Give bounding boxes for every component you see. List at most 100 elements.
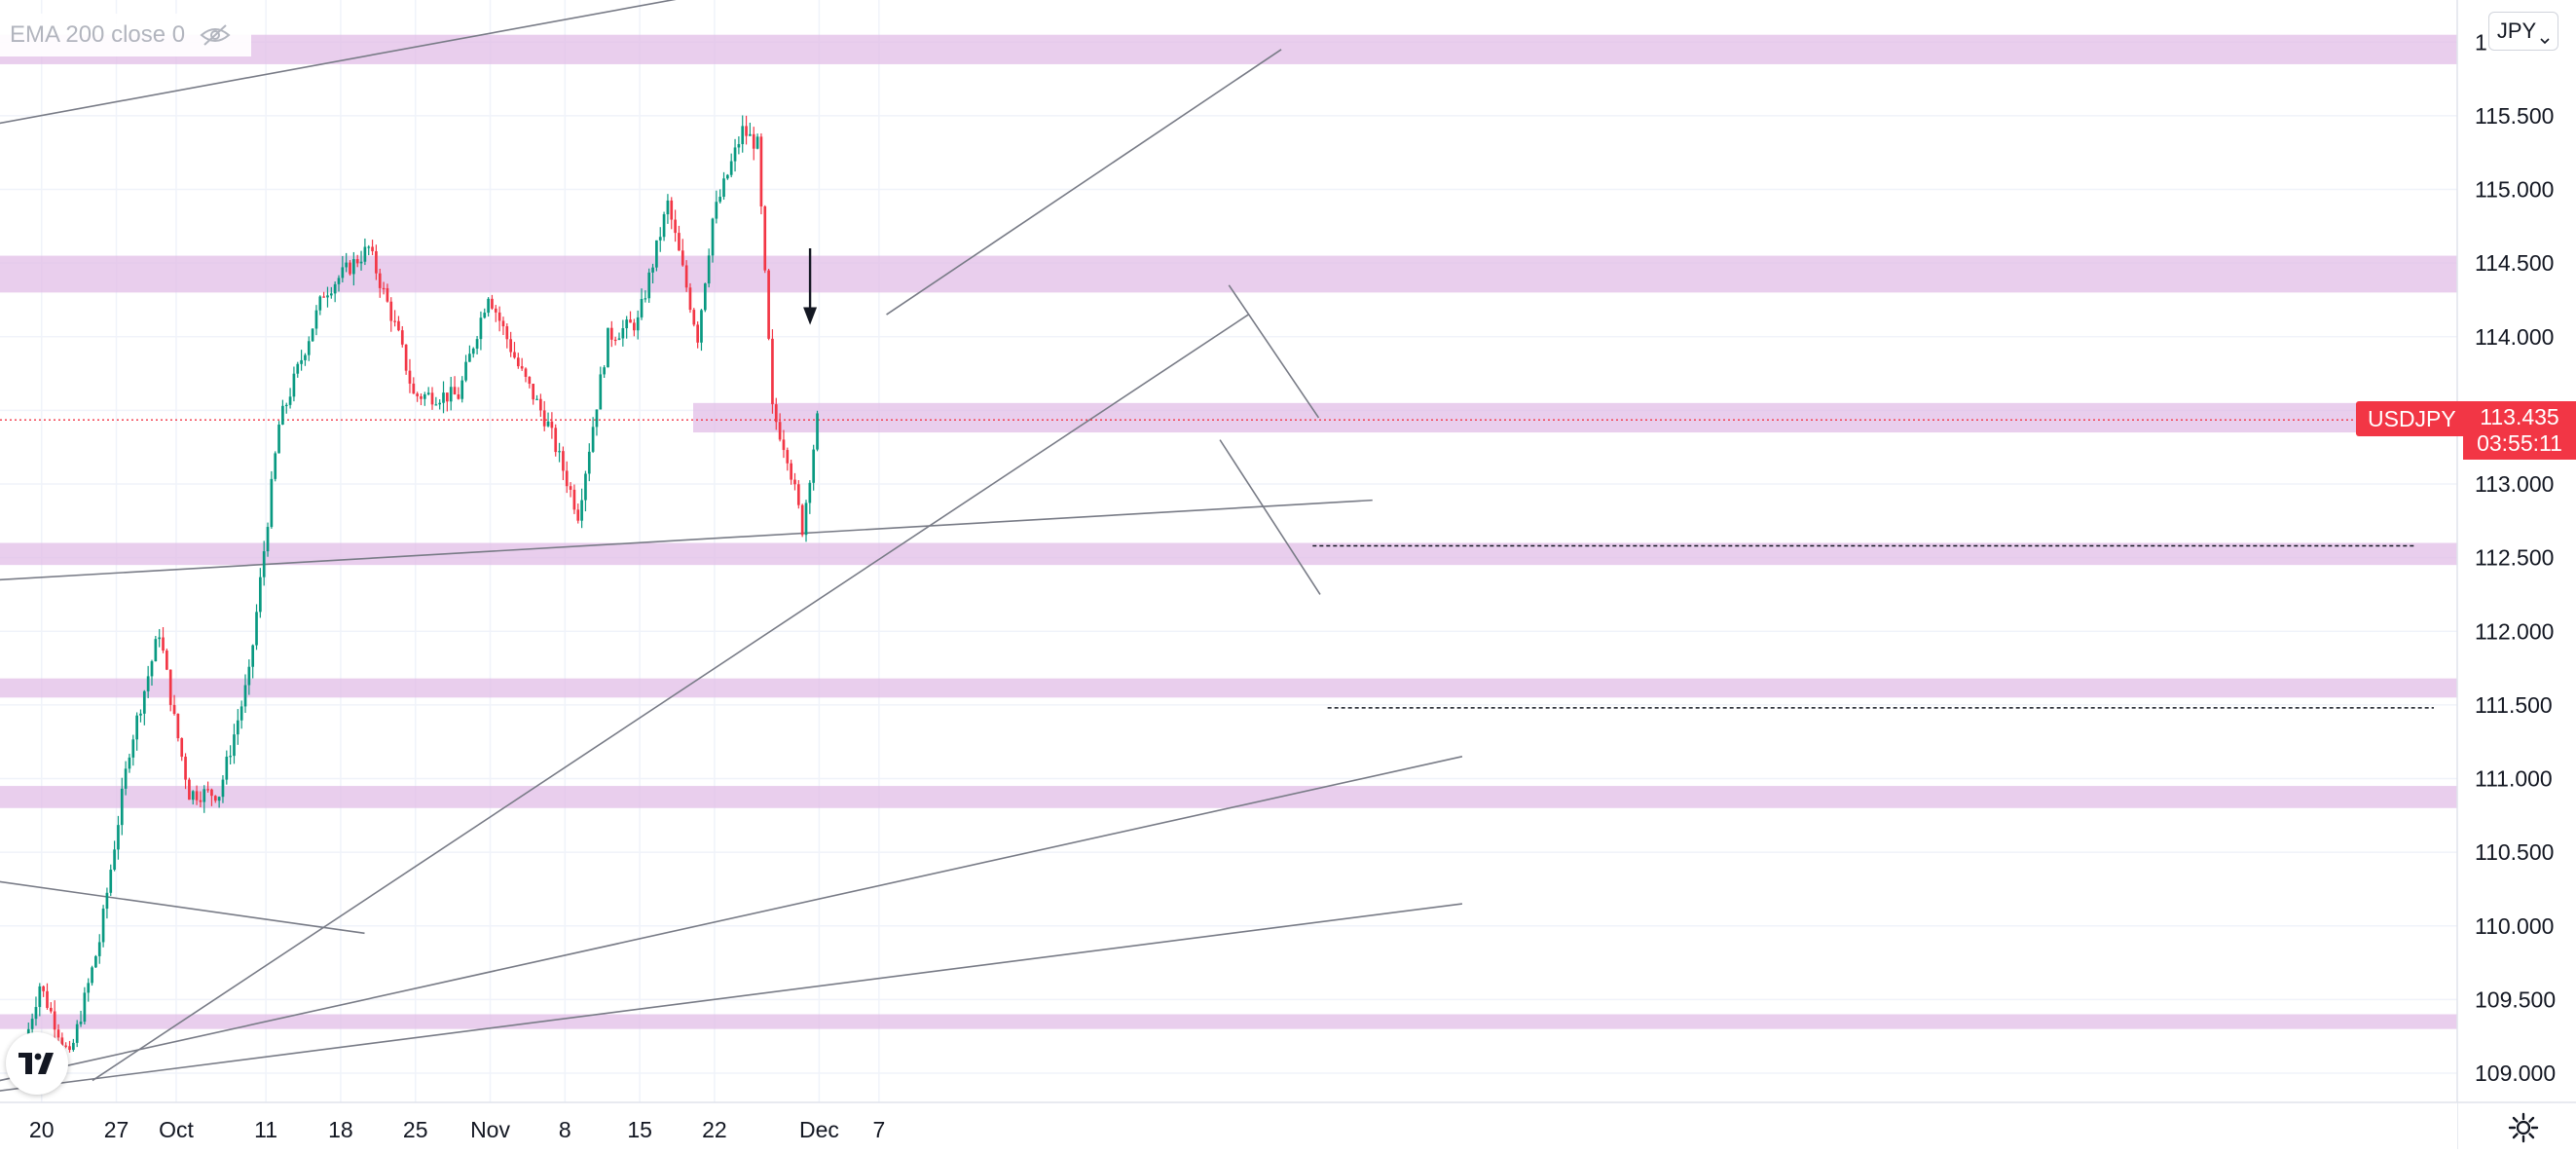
candle-body [281, 405, 284, 425]
candle-body [239, 706, 243, 721]
candle-body [786, 450, 790, 464]
candle-body [733, 147, 737, 162]
candle-body [191, 791, 195, 800]
eye-crossed-icon[interactable] [199, 23, 232, 47]
candle-body [587, 451, 591, 474]
candle-body [755, 136, 759, 149]
candle-body [300, 359, 303, 364]
candle-body [692, 310, 696, 325]
candle-body [603, 367, 606, 375]
candle-body [434, 404, 438, 406]
candle-body [674, 219, 677, 234]
candle-body [72, 1042, 75, 1051]
time-tick-label: Dec [799, 1117, 839, 1142]
candle-body [651, 267, 654, 273]
candle-body [796, 484, 800, 505]
candle-body [221, 779, 225, 798]
candle-body [266, 527, 270, 552]
price-tick-label: 112.500 [2475, 545, 2554, 571]
candle-body [745, 126, 748, 136]
candle-body [79, 1022, 83, 1024]
price-tick-label: 113.000 [2475, 471, 2554, 497]
candle-body [296, 363, 300, 374]
time-tick-label: 22 [702, 1117, 727, 1142]
price-tick-label: 111.000 [2475, 766, 2553, 792]
candle-body [423, 393, 426, 399]
candle-body [318, 296, 322, 311]
candle-body [236, 720, 239, 735]
candle-body [184, 757, 187, 780]
candle-body [213, 796, 217, 801]
candle-body [277, 424, 280, 454]
candle-body [259, 577, 262, 613]
falling-wedge-top [1228, 284, 1320, 419]
indicator-legend[interactable]: EMA 200 close 0 [0, 14, 251, 56]
candle-body [64, 1045, 68, 1047]
candle-body [591, 427, 595, 452]
candle-body [166, 651, 168, 670]
currency-button[interactable]: JPY [2488, 12, 2558, 51]
candle-body [711, 218, 715, 256]
candle-body [229, 756, 232, 758]
candle-body [117, 825, 120, 850]
chevron-down-icon [2540, 26, 2550, 45]
candle-body [162, 637, 165, 651]
candle-body [767, 270, 770, 339]
candle-body [217, 797, 221, 801]
candle-body [662, 214, 666, 238]
candle-body [292, 373, 296, 397]
candle-body [670, 200, 674, 220]
candle-body [311, 328, 314, 342]
candle-body [83, 992, 87, 1023]
candle-body [607, 327, 609, 368]
candle-body [542, 410, 546, 427]
candle-body [442, 392, 445, 403]
candle-body [800, 504, 804, 536]
candle-body [349, 262, 351, 275]
time-tick-label: 8 [559, 1117, 571, 1142]
candle-body [681, 250, 684, 266]
candle-body [483, 313, 487, 318]
currency-label: JPY [2496, 19, 2537, 43]
time-axis [0, 1102, 2457, 1149]
candle-body [438, 402, 442, 405]
candle-body [139, 713, 142, 716]
price-axis [2457, 0, 2576, 1149]
tradingview-logo-icon[interactable] [6, 1032, 68, 1095]
candle-body [329, 293, 333, 296]
candle-body [707, 255, 711, 284]
annotation-arrow-head [803, 307, 818, 325]
candle-body [75, 1024, 79, 1043]
candle-body [146, 676, 150, 691]
candle-body [636, 316, 640, 331]
candle-body [49, 1007, 53, 1012]
candle-body [288, 396, 292, 405]
gear-icon[interactable] [2506, 1110, 2541, 1145]
candle-body [584, 473, 587, 501]
candle-body [804, 503, 808, 536]
candle-body [56, 1029, 60, 1038]
price-tick-label: 111.500 [2475, 692, 2553, 718]
candle-body [572, 489, 576, 510]
candle-body [314, 310, 318, 329]
candle-body [778, 422, 782, 440]
candle-body [375, 250, 378, 274]
candle-body [558, 451, 561, 453]
candle-body [625, 319, 629, 329]
candle-body [355, 259, 359, 264]
candle-body [629, 319, 632, 323]
candle-body [808, 482, 812, 503]
time-tick-label: 7 [872, 1117, 885, 1142]
candle-body [386, 287, 389, 302]
candle-body [400, 330, 404, 345]
candle-body [460, 380, 464, 399]
trendline-descending-left [0, 880, 365, 935]
candle-body [752, 133, 755, 149]
candle-body [68, 1046, 71, 1051]
trendline-long-support [0, 499, 1373, 581]
candle-body [613, 339, 617, 342]
candle-body [722, 178, 725, 198]
time-tick-label: Nov [470, 1117, 510, 1142]
